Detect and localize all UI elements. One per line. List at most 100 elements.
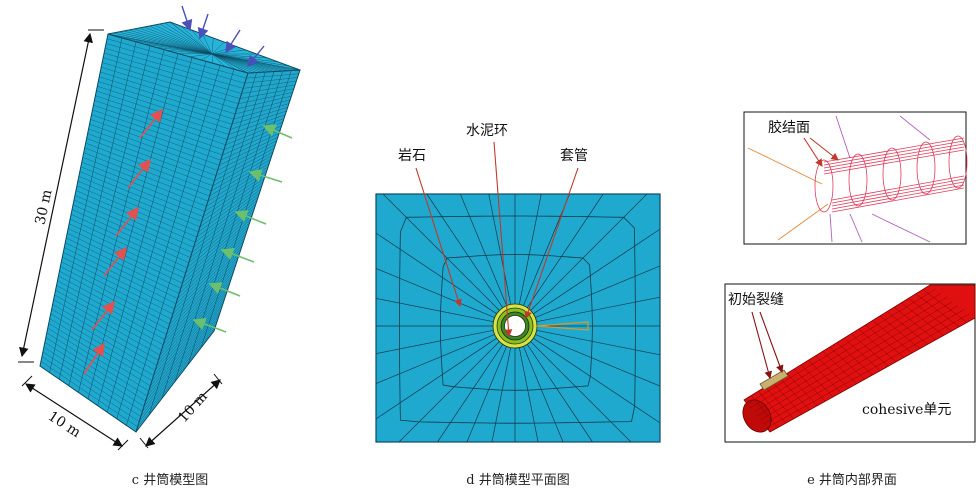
mesh-line bbox=[466, 346, 507, 443]
mesh-line bbox=[196, 189, 261, 238]
mesh-line bbox=[533, 337, 661, 424]
mesh-line bbox=[526, 193, 604, 308]
tube-ring bbox=[948, 135, 968, 189]
mesh-line bbox=[88, 128, 217, 176]
mesh-line bbox=[530, 341, 632, 443]
mesh-line bbox=[488, 193, 512, 305]
mesh-line bbox=[78, 176, 201, 228]
mesh-line bbox=[103, 57, 241, 99]
mesh-line bbox=[829, 346, 865, 380]
initial-crack bbox=[759, 369, 789, 391]
mesh-line bbox=[74, 195, 194, 248]
mesh-ring bbox=[398, 215, 636, 424]
mesh-line bbox=[154, 46, 213, 55]
mesh-line bbox=[102, 62, 239, 104]
mesh-line bbox=[198, 185, 263, 233]
tube-ring bbox=[916, 141, 936, 195]
mesh-line bbox=[82, 157, 207, 207]
mesh-line bbox=[73, 199, 193, 253]
mesh-line bbox=[236, 95, 292, 110]
mesh-line bbox=[211, 53, 257, 73]
dimension-height: 30 m bbox=[18, 29, 104, 363]
mesh-line bbox=[211, 53, 249, 74]
mesh-line bbox=[169, 21, 213, 55]
width-right-label: 10 m bbox=[175, 389, 211, 426]
mesh-line bbox=[195, 192, 260, 243]
panel-d-plan-view: 岩石 水泥环 套管 d 井筒模型平面图 bbox=[375, 123, 661, 488]
mesh-line bbox=[43, 346, 143, 412]
mesh-line bbox=[822, 351, 857, 384]
mesh-line bbox=[922, 289, 968, 323]
mesh-line bbox=[375, 337, 497, 420]
mesh-line bbox=[460, 193, 507, 306]
mesh-line bbox=[182, 222, 250, 284]
mesh-line bbox=[80, 166, 204, 217]
mesh-line bbox=[164, 263, 237, 340]
mesh-line bbox=[211, 53, 266, 73]
side-load-arrows bbox=[192, 124, 293, 333]
mesh-line bbox=[93, 104, 225, 151]
mesh-line bbox=[227, 118, 285, 140]
caption-c: c 井筒模型图 bbox=[132, 472, 208, 488]
mesh-line bbox=[211, 53, 262, 73]
mesh-line bbox=[865, 324, 905, 358]
plan-mesh bbox=[375, 193, 661, 443]
mesh-line bbox=[808, 360, 842, 393]
mesh-line bbox=[113, 32, 213, 55]
mesh-line bbox=[823, 143, 965, 169]
mesh-line bbox=[211, 53, 275, 72]
mesh-line bbox=[81, 161, 205, 212]
mesh-line bbox=[894, 306, 936, 341]
mesh-line bbox=[437, 344, 504, 443]
mesh-line bbox=[243, 81, 297, 89]
mesh-line bbox=[106, 38, 247, 79]
mesh-line bbox=[831, 187, 965, 213]
mesh-line bbox=[375, 268, 495, 318]
mesh-line bbox=[518, 347, 539, 443]
mesh-line bbox=[166, 260, 238, 335]
mesh-line bbox=[183, 219, 251, 279]
mesh-line bbox=[228, 114, 286, 135]
width-left-label: 10 m bbox=[45, 408, 84, 441]
mesh-line bbox=[886, 311, 928, 345]
mesh-line bbox=[149, 25, 213, 55]
mesh-line bbox=[77, 180, 199, 233]
mesh-line bbox=[211, 53, 237, 70]
mesh-line bbox=[212, 151, 274, 186]
mesh-line bbox=[123, 30, 213, 55]
mesh-line bbox=[239, 88, 294, 99]
mesh-line bbox=[185, 215, 253, 274]
mesh-line bbox=[872, 320, 913, 354]
label-interface: 胶结面 bbox=[768, 119, 810, 136]
mesh-line bbox=[179, 230, 248, 294]
mesh-line bbox=[238, 92, 293, 104]
mesh-line bbox=[772, 382, 802, 415]
mesh-line bbox=[915, 293, 960, 327]
label-crack: 初始裂缝 bbox=[728, 291, 784, 308]
panel-e-interfaces: 胶结面 初始裂缝 cohesive单元 e 井筒内部界面 bbox=[724, 111, 976, 488]
mesh-line bbox=[375, 232, 497, 315]
mesh-line bbox=[758, 391, 786, 424]
mesh-line bbox=[189, 53, 213, 57]
mesh-line bbox=[535, 334, 661, 387]
mesh-line bbox=[793, 368, 826, 402]
mesh-line bbox=[779, 377, 810, 411]
mesh-line bbox=[180, 226, 249, 289]
mesh-line bbox=[858, 329, 897, 362]
mesh-line bbox=[211, 53, 279, 72]
mesh-line bbox=[211, 41, 225, 55]
height-label: 30 m bbox=[33, 188, 56, 226]
mesh-line bbox=[831, 184, 965, 210]
mesh-line bbox=[535, 265, 661, 318]
mesh-line bbox=[83, 152, 209, 202]
mesh-line bbox=[375, 298, 494, 323]
mesh-line bbox=[177, 53, 213, 55]
mesh-line bbox=[105, 48, 244, 89]
mesh-line bbox=[235, 99, 291, 115]
mesh-line bbox=[211, 53, 279, 63]
label-rock: 岩石 bbox=[398, 148, 426, 164]
mesh-line bbox=[211, 155, 272, 192]
mesh-line bbox=[211, 53, 225, 67]
mesh-line bbox=[786, 373, 818, 406]
